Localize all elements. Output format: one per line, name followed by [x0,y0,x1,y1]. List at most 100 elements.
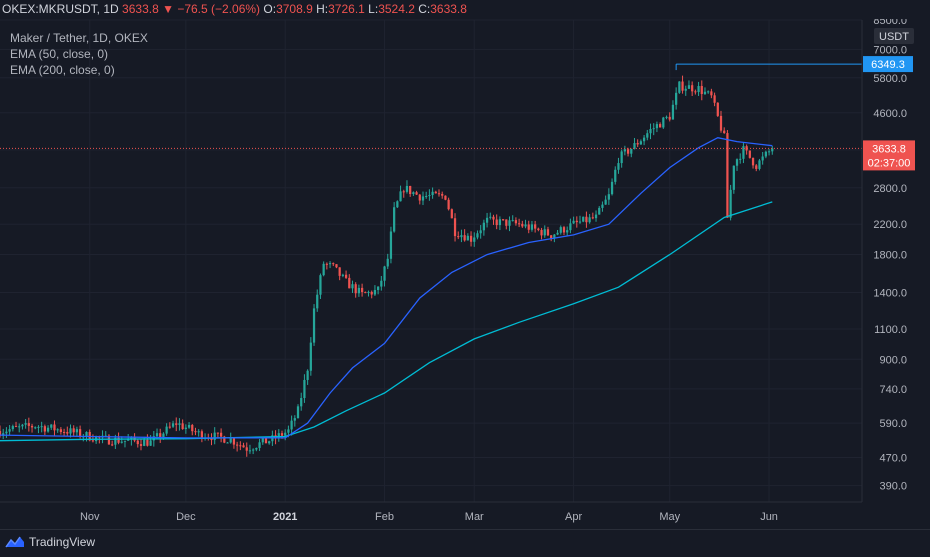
candle [742,142,745,164]
candle [434,190,437,194]
candle-body [620,151,623,164]
candle-body [120,441,123,443]
candle-body [479,230,482,234]
candle-body [473,237,476,242]
price-tick-label: 470.0 [879,452,907,464]
price-axis[interactable]: 8500.07000.05800.04600.02800.02200.01800… [873,15,907,493]
candle-body [633,143,636,149]
time-axis[interactable]: Nov Dec 2021 Feb Mar Apr May Jun [80,511,778,523]
last-price: 3633.8 [122,2,159,16]
tradingview-logo[interactable]: TradingView [5,535,95,549]
candle [277,429,280,442]
candle [524,219,527,229]
candle [527,220,530,234]
candle [684,85,687,96]
chart-legend: Maker / Tether, 1D, OKEX EMA (50, close,… [10,30,148,78]
candle-body [348,277,351,289]
candle-body [550,235,553,239]
candle-body [184,427,187,430]
candle [370,290,373,299]
candle [713,92,716,107]
candle [617,157,620,174]
candle-body [85,431,88,437]
candle-body [418,194,421,201]
candle-body [649,128,652,134]
candle [415,190,418,195]
candle [559,225,562,235]
candle [380,275,383,291]
candle-body [5,431,8,434]
candle [405,180,409,194]
candle-body [623,149,626,152]
candle [399,185,402,202]
candle [767,148,771,156]
candle-body [485,217,489,223]
candle-body [181,423,184,430]
candle-body [700,86,703,95]
symbol-label[interactable]: OKEX:MKRUSDT, 1D [2,2,119,16]
candle [546,226,550,237]
candle [594,210,598,222]
candle-body [767,151,771,153]
candle-body [514,220,518,224]
candle [642,134,646,146]
candle [636,139,639,148]
current-price-badge-bg [863,140,915,171]
candle [521,220,524,228]
candle-body [232,438,236,445]
candle [255,447,258,452]
candle-body [30,425,34,428]
candle [5,427,8,438]
candle-body [425,196,428,198]
candle-body [582,216,585,222]
candle-body [636,143,639,145]
candle [732,165,735,194]
candle-body [377,286,380,291]
candle [322,261,325,277]
candle [213,427,216,445]
candle [354,282,357,298]
candle-body [62,431,66,433]
candle [678,81,681,94]
candle-body [614,169,617,182]
candle-body [482,222,485,231]
candle-body [405,185,409,192]
candle [723,127,726,134]
candle-body [578,221,582,223]
candle [245,442,248,457]
candle-body [338,267,341,276]
currency-badge[interactable]: USDT [874,28,914,44]
candle-body [569,223,572,231]
candle-body [572,220,575,224]
time-tick-label: 2021 [273,511,297,523]
candle-body [745,146,748,151]
candle-body [364,292,367,294]
ema-50-line[interactable] [0,137,773,439]
candle [303,374,306,403]
candle [268,440,271,445]
candle [444,195,447,201]
candle-body [290,420,293,430]
candle-body [434,191,437,194]
legend-ema-50[interactable]: EMA (50, close, 0) [10,47,109,61]
plot-area[interactable] [0,20,862,502]
price-tick-label: 1100.0 [874,324,907,336]
candle [633,137,636,150]
candle [309,337,312,376]
candle [46,425,50,433]
candle [136,439,139,448]
candle-body [453,218,457,237]
legend-title[interactable]: Maker / Tether, 1D, OKEX [10,31,148,45]
legend-ema-200[interactable]: EMA (200, close, 0) [10,63,115,77]
candle-body [588,217,591,223]
candle-body [748,150,751,158]
candle [466,233,469,241]
candle-body [197,431,200,433]
candle-body [585,216,588,223]
candle-body [111,444,114,446]
candle-body [393,207,396,232]
candle [290,415,293,436]
candle-body [332,263,335,265]
candle-body [242,445,245,448]
